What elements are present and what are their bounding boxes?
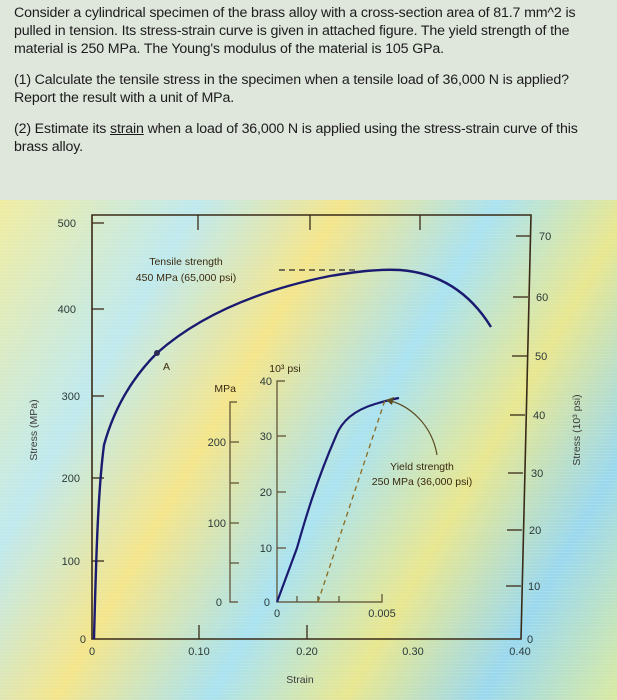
bottom-axis-labels: 0 0.10 0.20 0.30 0.40 — [89, 646, 531, 658]
left-tick-500: 500 — [58, 218, 76, 230]
part2-prefix: (2) Estimate its — [14, 121, 110, 137]
offset-dashed-line — [317, 399, 386, 603]
question-part-1: (1) Calculate the tensile stress in the … — [14, 72, 569, 106]
right-axis-labels: 70 60 50 40 30 20 10 0 — [527, 231, 551, 646]
point-a-label: A — [163, 361, 170, 373]
right-tick-40: 40 — [533, 410, 545, 422]
right-tick-50: 50 — [535, 351, 547, 363]
inset-x-tick-0.005: 0.005 — [368, 608, 396, 620]
stress-strain-figure: 500 400 300 200 100 0 70 60 50 40 30 20 … — [0, 200, 617, 700]
x-tick-0: 0 — [89, 646, 95, 658]
yield-strength-label: Yield strength — [390, 461, 454, 473]
left-tick-0: 0 — [80, 634, 86, 646]
right-tick-30: 30 — [531, 468, 543, 480]
left-axis-title: Stress (MPa) — [28, 399, 40, 460]
point-a-marker — [154, 350, 160, 356]
inset-psi-tick-0: 0 — [264, 597, 270, 609]
inset-mpa-tick-200: 200 — [208, 437, 226, 449]
part2-underlined-word: strain — [110, 121, 144, 137]
right-axis-ticks — [506, 235, 531, 587]
inset-plot: 200 100 0 40 30 20 10 0 0 0.005 MPa 10³ … — [208, 363, 473, 620]
right-tick-10: 10 — [528, 581, 540, 593]
inset-mpa-label: MPa — [214, 383, 236, 395]
inset-psi-tick-30: 30 — [260, 431, 272, 443]
part2-suffix: when a load of 36,000 N is applied using… — [14, 121, 578, 155]
inset-psi-tick-40: 40 — [260, 376, 272, 388]
x-tick-0.20: 0.20 — [296, 646, 317, 658]
left-tick-300: 300 — [62, 391, 80, 403]
right-tick-70: 70 — [539, 231, 551, 243]
tensile-strength-label: Tensile strength — [149, 256, 223, 268]
tensile-strength-value: 450 MPa (65,000 psi) — [136, 272, 236, 284]
left-axis-ticks — [92, 222, 104, 562]
question-part-2: (2) Estimate its strain when a load of 3… — [14, 120, 594, 156]
x-tick-0.40: 0.40 — [509, 646, 530, 658]
inset-elastic-curve — [275, 396, 400, 603]
yield-arrow-head — [386, 397, 394, 405]
left-axis-labels: 500 400 300 200 100 0 — [58, 218, 86, 646]
inset-psi-tick-10: 10 — [260, 543, 272, 555]
left-tick-400: 400 — [58, 304, 76, 316]
inset-psi-label: 10³ psi — [269, 363, 301, 375]
inset-psi-axis — [276, 380, 383, 603]
left-tick-100: 100 — [62, 556, 80, 568]
right-tick-0: 0 — [527, 634, 533, 646]
inset-psi-tick-20: 20 — [260, 487, 272, 499]
question-intro: Consider a cylindrical specimen of the b… — [14, 5, 576, 57]
yield-strength-value: 250 MPa (36,000 psi) — [372, 476, 472, 488]
inset-mpa-tick-100: 100 — [208, 518, 226, 530]
inset-mpa-tick-0: 0 — [216, 597, 222, 609]
x-axis-title: Strain — [286, 674, 314, 686]
left-tick-200: 200 — [62, 473, 80, 485]
inset-mpa-axis — [229, 401, 239, 603]
question-text: Consider a cylindrical specimen of the b… — [14, 4, 594, 169]
main-plot-frame — [91, 214, 532, 640]
top-axis-ticks — [197, 215, 421, 230]
right-tick-20: 20 — [529, 525, 541, 537]
right-tick-60: 60 — [536, 292, 548, 304]
yield-arrow — [386, 399, 438, 456]
inset-x-tick-0: 0 — [274, 608, 280, 620]
x-tick-0.10: 0.10 — [188, 646, 209, 658]
x-tick-0.30: 0.30 — [402, 646, 423, 658]
right-axis-title: Stress (10³ psi) — [571, 394, 583, 465]
bottom-axis-ticks — [198, 625, 308, 639]
stress-strain-chart: 500 400 300 200 100 0 70 60 50 40 30 20 … — [28, 214, 583, 686]
main-stress-strain-curve — [92, 268, 493, 640]
